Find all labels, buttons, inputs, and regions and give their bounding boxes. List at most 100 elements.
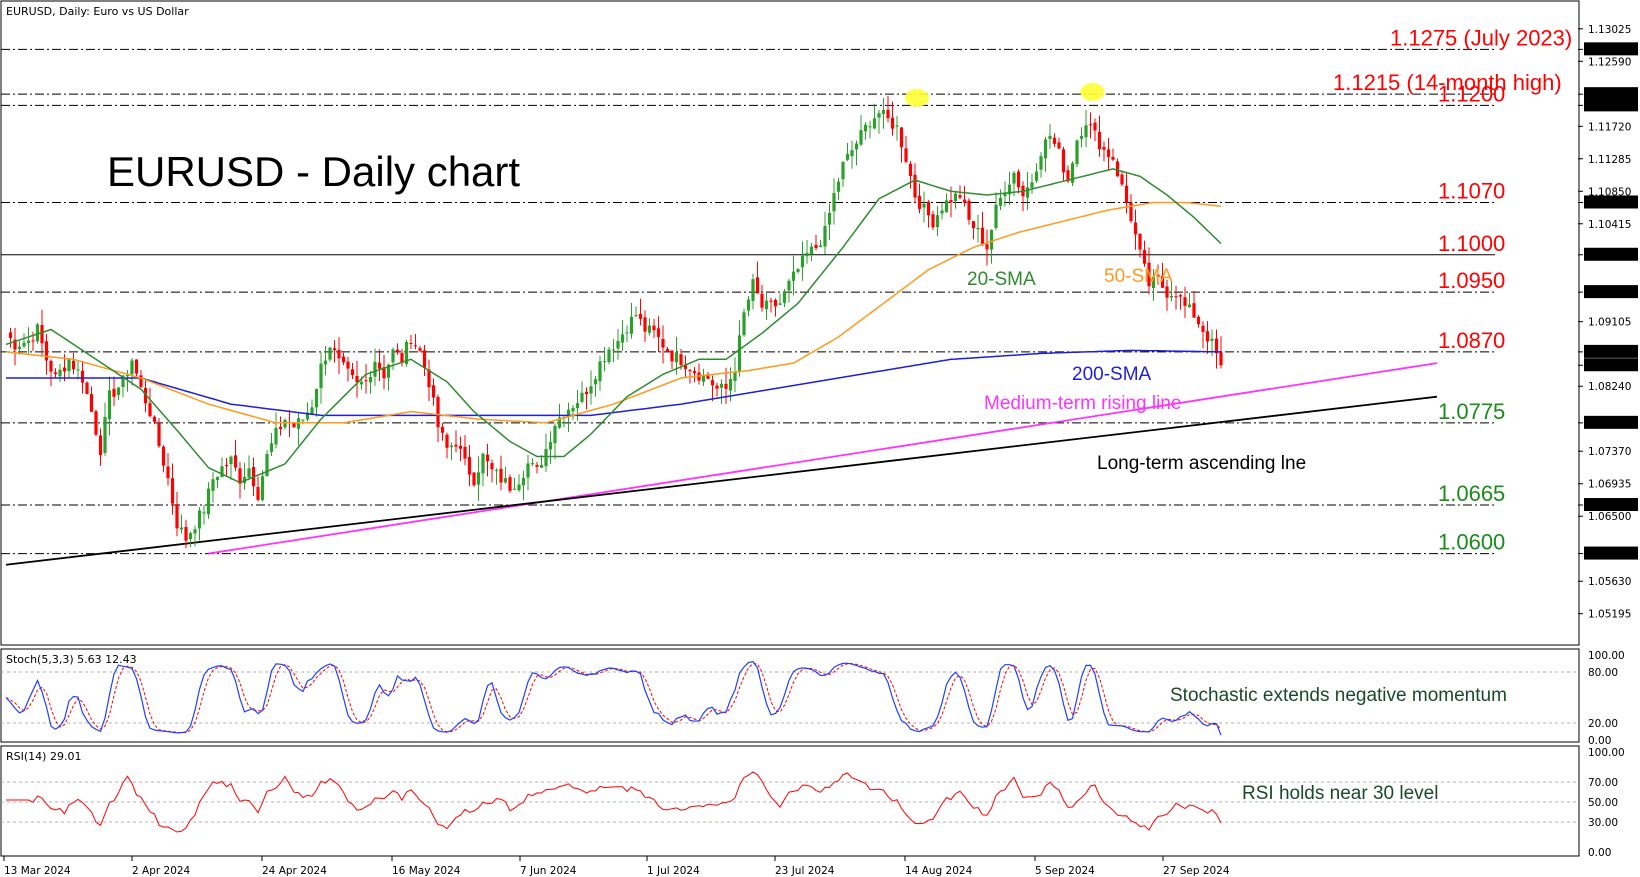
candle-body [526,463,530,478]
stoch-header: Stoch(5,3,3) 5.63 12.43 [6,653,137,666]
candle-body [1070,163,1075,183]
candle-body [854,143,859,150]
candle-body [427,369,431,388]
price-tick-label: 1.08521 [1588,360,1631,372]
candle-body [899,127,904,148]
price-tick-label: 1.09500 [1588,287,1631,299]
candle-body [494,470,499,472]
candle-body [805,252,809,257]
candle-body [517,484,521,491]
candle-body [877,113,881,118]
price-tag-bg [1584,285,1638,299]
candle-body [832,192,836,212]
candle-body [598,361,602,382]
date-tick-label: 14 Aug 2024 [905,865,973,877]
annotation-200-sma: 200-SMA [1072,364,1152,385]
candle-body [382,367,386,379]
date-tick-label: 16 May 2024 [392,865,461,877]
stoch-tick-label: 100.00 [1588,650,1625,662]
candle-body [179,527,184,530]
candle-body [634,315,638,317]
candle-body [148,403,152,417]
candle-body [44,341,49,361]
candle-body [364,380,368,382]
price-tick-label: 1.10700 [1588,197,1631,209]
date-tick-label: 5 Sep 2024 [1035,865,1095,877]
candle-body [845,153,850,160]
candle-body [530,463,535,465]
double-top-highlight [905,88,929,107]
candle-body [850,150,854,157]
candle-body [836,181,841,192]
candle-body [98,435,103,456]
candle-body [1030,182,1034,188]
candle-body [53,372,58,375]
candle-body [1034,171,1039,181]
candle-body [1084,125,1088,138]
candle-body [827,212,832,225]
stoch-layer [1,660,1578,736]
candle-body [1160,275,1165,288]
price-tick-label: 1.07370 [1588,446,1631,458]
candle-body [1025,187,1030,198]
candle-body [1039,156,1043,170]
long-term-ascending-line [5,395,1438,566]
candle-body [1178,295,1183,297]
rsi-tick-label: 70.00 [1588,777,1618,789]
candle-body [121,375,125,387]
candle-body [1133,222,1138,235]
candle-body [1129,202,1133,222]
candle-body [647,325,652,333]
candle-body [958,195,962,198]
candle-body [1142,250,1147,264]
candle-body [103,416,107,453]
candle-body [602,361,607,363]
candle-body [868,126,872,128]
candle-body [823,226,827,247]
candle-body [476,472,481,485]
candle-body [683,364,688,369]
candle-body [202,512,206,514]
price-tag-bg [1584,358,1638,372]
candle-body [188,533,193,539]
candle-body [1007,184,1012,195]
candle-body [1120,174,1124,185]
candle-body [413,345,418,347]
level-label: 1.0665 [1438,481,1505,506]
candle-body [935,215,940,228]
candle-body [755,277,760,294]
level-label: 1.1070 [1438,178,1505,203]
candle-body [323,360,328,365]
rsi-tick-label: 30.00 [1588,817,1618,829]
candle-body [157,423,161,446]
date-tick-label: 7 Jun 2024 [520,865,577,877]
date-tick-label: 13 Mar 2024 [4,865,71,877]
price-tick-label: 1.12150 [1588,89,1631,101]
candle-body [701,374,706,382]
sma-layer [5,168,1222,484]
candle-body [391,349,395,363]
candle-body [571,407,575,412]
candle-body [949,199,953,203]
candle-body [143,388,148,404]
sma-50-line [5,201,1222,424]
candle-body [1102,147,1106,150]
candle-body [521,477,526,486]
candle-body [1066,170,1070,182]
level-label: 1.1215 (14-month high) [1333,70,1562,95]
candle-body [593,379,598,385]
date-tick-label: 2 Apr 2024 [132,865,191,877]
price-tag-bg [1584,415,1638,429]
candles-layer [8,95,1223,549]
candle-body [940,210,944,214]
candle-body [625,332,629,334]
candle-body [310,407,314,414]
candle-body [728,379,733,391]
candle-body [643,317,647,332]
price-tick-label: 1.12590 [1588,56,1631,68]
price-tick-label: 1.06650 [1588,500,1631,512]
candle-body [422,350,427,368]
candle-body [40,324,44,344]
candle-body [1057,142,1061,149]
